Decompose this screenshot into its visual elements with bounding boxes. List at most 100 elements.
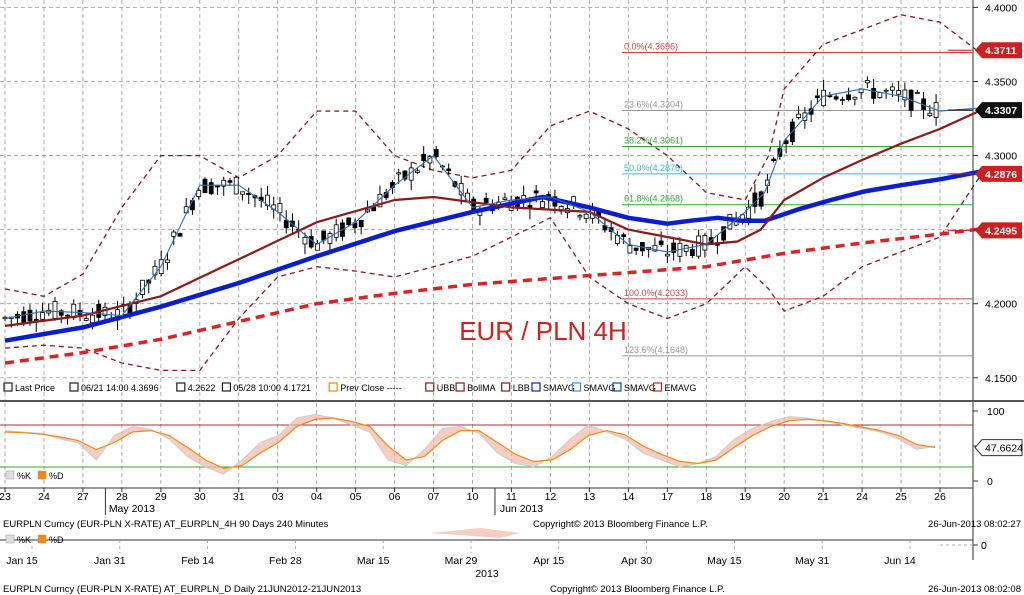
fibonacci-label: 123.6%(4.1648)	[624, 345, 688, 355]
price-tick-label: 4.1500	[985, 373, 1017, 385]
legend-label: 4.2622	[188, 383, 216, 393]
candle-body	[783, 140, 789, 145]
footer-top-right: 26-Jun-2013 08:02:27	[928, 519, 1021, 530]
footer-top-center: Copyright© 2013 Bloomberg Finance L.P.	[533, 519, 708, 530]
legend-label: UBB	[437, 383, 456, 393]
stoch-legend-swatch	[37, 470, 47, 480]
candle-body	[577, 215, 583, 218]
candle-body	[27, 309, 33, 322]
candle-body	[421, 153, 427, 161]
candle-body	[583, 213, 589, 220]
time-tick-label: 24	[38, 491, 50, 503]
price-tag-label: 4.2876	[985, 169, 1017, 181]
chart-title: EUR / PLN 4H	[459, 316, 627, 346]
candle-body	[927, 112, 933, 117]
candle-body	[621, 234, 627, 237]
bollinger-bands	[4, 14, 980, 372]
time-axis: 23 24 27 28 29 30 31 03 04 05 06 07 10 11 12 13 14 17 18 19…	[0, 488, 946, 515]
time-tick-label: 14	[622, 491, 634, 503]
time-tick-label: 07	[428, 491, 440, 503]
series-emavg	[4, 226, 988, 365]
candle-body	[196, 190, 202, 197]
fibonacci-label: 50.0%(4.2876)	[624, 163, 683, 173]
legend-label: 06/21 14:00 4.3696	[81, 383, 159, 393]
price-tag	[975, 42, 1022, 59]
candle-body	[839, 99, 845, 101]
candle-body	[221, 179, 227, 187]
price-tag-label: 4.3307	[985, 105, 1017, 117]
legend-swatch	[612, 382, 622, 392]
daily-tick-label: Mar 15	[357, 555, 390, 567]
daily-tick-label: Jun 14	[884, 555, 916, 567]
candle-body	[827, 95, 833, 98]
candle-body	[327, 233, 333, 244]
candle-body	[227, 180, 233, 183]
stoch-k-line	[4, 413, 936, 475]
candle-body	[846, 94, 852, 101]
time-tick-label: 12	[545, 491, 557, 503]
price-tags: 4.3711 4.3307 4.2876 4.2495	[947, 42, 1022, 239]
candle-body	[65, 314, 70, 317]
candle-body	[758, 191, 764, 207]
legend-label: LBB	[513, 383, 530, 393]
series-smavg	[4, 110, 980, 327]
candle-body	[771, 158, 777, 162]
candle-body	[664, 253, 670, 257]
candle-body	[165, 259, 170, 264]
candle-body	[346, 217, 352, 226]
price-tag	[975, 165, 1022, 182]
footer-top-left: EURPLN Curncy (EUR-PLN X-RATE) AT_EURPLN…	[3, 519, 329, 530]
time-tick-label: 03	[272, 491, 284, 503]
candle-body	[215, 185, 220, 188]
candle-body	[852, 96, 858, 100]
daily-legend-label: %K	[17, 535, 31, 545]
candle-body	[371, 206, 377, 212]
series-smavg	[4, 169, 980, 343]
fibonacci-levels: 0.0%(4.3696) 23.6%(4.3304) 38.2%(4.3061) 50…	[622, 41, 973, 357]
daily-tick-label: May 15	[707, 555, 742, 567]
candle-body	[265, 194, 270, 207]
month-label: Jun 2013	[500, 503, 543, 515]
candle-body	[652, 244, 658, 252]
legend-swatch	[652, 382, 663, 392]
candle-body	[533, 190, 539, 194]
fibonacci-label: 0.0%(4.3696)	[624, 41, 678, 51]
price-tick-label: 4.4000	[985, 2, 1017, 14]
stoch-legend-label: %D	[49, 471, 64, 481]
candle-body	[796, 113, 802, 118]
candle-body	[658, 240, 664, 245]
footer-bottom-center: Copyright© 2013 Bloomberg Finance L.P.	[550, 584, 725, 595]
candle-body	[83, 318, 89, 321]
candle-body	[171, 231, 177, 237]
stoch-tick-label: 0	[987, 476, 993, 488]
daily-right-label: 0	[981, 540, 987, 552]
legend-swatch	[455, 382, 465, 392]
stoch-legend-swatch	[5, 470, 15, 480]
candle-body	[889, 86, 895, 91]
time-tick-label: 05	[350, 491, 362, 503]
time-tick-label: 10	[467, 491, 479, 503]
time-tick-label: 21	[817, 491, 829, 503]
footer-bottom-right: 26-Jun-2013 08:02:08	[928, 584, 1021, 595]
legend-label: 05/28 10:00 4.1721	[233, 383, 311, 393]
fibonacci-label: 61.8%(4.2668)	[624, 194, 683, 204]
candle-body	[433, 149, 439, 158]
candle-body	[721, 226, 727, 241]
candle-body	[402, 170, 408, 180]
candle-body	[40, 312, 45, 320]
stochastic-panel: 10050047.6624%K%D	[0, 406, 1023, 488]
price-tick-label: 4.3000	[985, 151, 1017, 163]
moving-averages	[4, 88, 988, 365]
candle-body	[883, 89, 889, 92]
legend-label: SMAVG	[584, 383, 616, 393]
daily-tick-label: Jan 15	[6, 555, 38, 567]
legend-label: EMAVG	[665, 383, 697, 393]
candle-body	[877, 92, 883, 98]
candle-body	[190, 200, 195, 211]
candle-body	[483, 197, 489, 203]
candle-body	[177, 233, 183, 237]
daily-tick-label: May 31	[795, 555, 830, 567]
footer: EURPLN Curncy (EUR-PLN X-RATE) AT_EURPLN…	[3, 519, 1021, 595]
candle-body	[633, 247, 639, 251]
legend-swatch	[221, 382, 231, 392]
